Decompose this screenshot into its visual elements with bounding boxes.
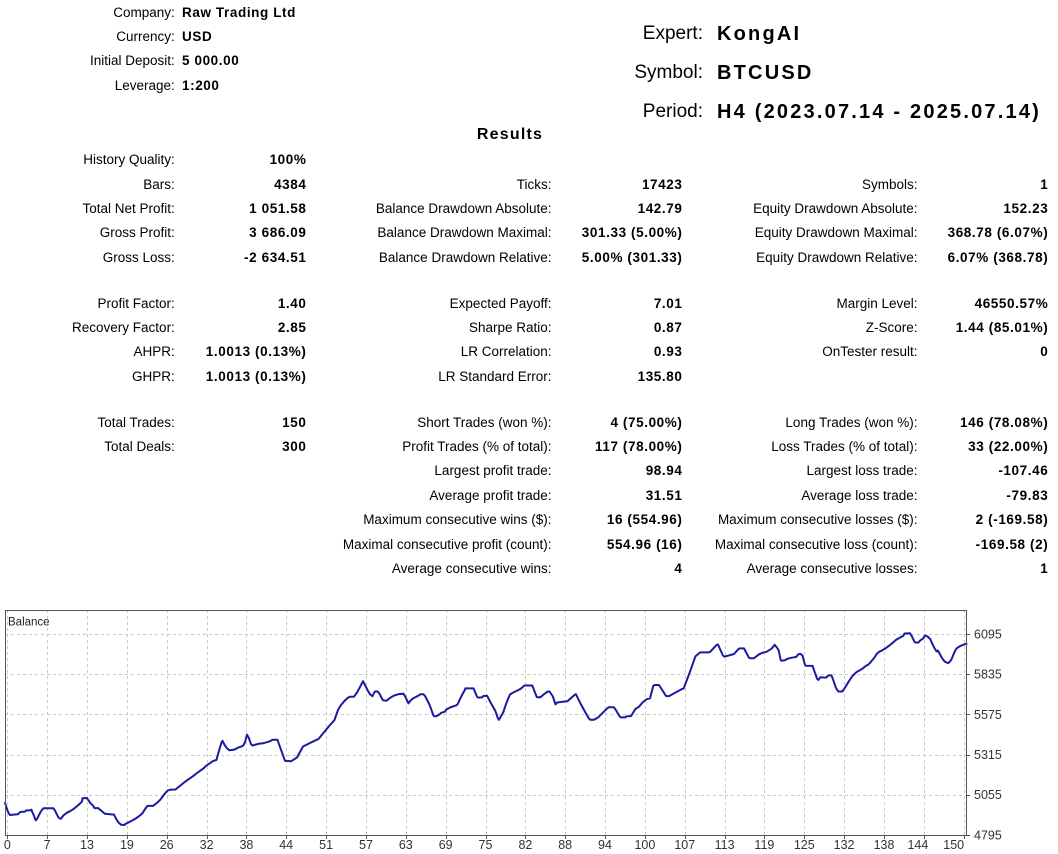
svg-text:82: 82: [518, 838, 532, 852]
svg-text:113: 113: [715, 838, 735, 852]
svg-text:5055: 5055: [974, 788, 1002, 802]
svg-text:32: 32: [200, 838, 214, 852]
svg-text:5575: 5575: [974, 708, 1002, 722]
svg-text:150: 150: [943, 838, 964, 852]
svg-text:138: 138: [874, 838, 895, 852]
svg-text:0: 0: [4, 838, 11, 852]
svg-text:51: 51: [319, 838, 333, 852]
svg-text:6095: 6095: [974, 627, 1002, 641]
svg-text:19: 19: [120, 838, 134, 852]
svg-text:69: 69: [439, 838, 453, 852]
svg-text:132: 132: [834, 838, 855, 852]
svg-text:88: 88: [558, 838, 572, 852]
svg-text:38: 38: [239, 838, 253, 852]
svg-text:7: 7: [44, 838, 51, 852]
svg-text:4795: 4795: [974, 828, 1002, 842]
svg-text:100: 100: [634, 838, 655, 852]
svg-text:144: 144: [907, 838, 928, 852]
svg-text:26: 26: [160, 838, 174, 852]
svg-text:57: 57: [359, 838, 373, 852]
svg-text:13: 13: [80, 838, 94, 852]
svg-text:5315: 5315: [974, 748, 1002, 762]
svg-text:5835: 5835: [974, 668, 1002, 682]
svg-text:75: 75: [479, 838, 493, 852]
svg-text:94: 94: [598, 838, 612, 852]
svg-text:125: 125: [794, 838, 815, 852]
svg-text:63: 63: [399, 838, 413, 852]
svg-text:119: 119: [754, 838, 774, 852]
svg-text:44: 44: [279, 838, 293, 852]
svg-text:107: 107: [674, 838, 695, 852]
svg-text:Balance: Balance: [8, 617, 50, 629]
